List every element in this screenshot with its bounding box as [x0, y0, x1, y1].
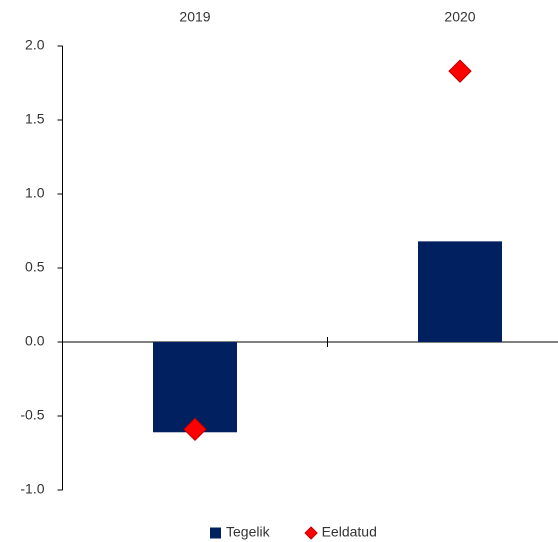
legend-swatch [304, 526, 318, 540]
y-tick-label: 0.5 [25, 259, 45, 275]
y-tick-label: 0.0 [25, 333, 45, 349]
legend-swatch [210, 527, 221, 539]
legend-label: Tegelik [226, 524, 271, 540]
y-tick-label: 1.0 [25, 185, 45, 201]
marker [448, 59, 472, 83]
y-tick-label: 2.0 [25, 37, 45, 53]
marker [183, 417, 207, 442]
y-tick-label: 1.5 [25, 111, 45, 127]
x-tick-label: 2019 [179, 9, 210, 25]
bar [153, 342, 237, 433]
legend-label: Eeldatud [322, 524, 377, 540]
y-tick-label: -1.0 [20, 481, 44, 497]
x-tick-label: 2020 [444, 9, 475, 25]
bar [418, 241, 502, 342]
y-tick-label: -0.5 [20, 407, 44, 423]
